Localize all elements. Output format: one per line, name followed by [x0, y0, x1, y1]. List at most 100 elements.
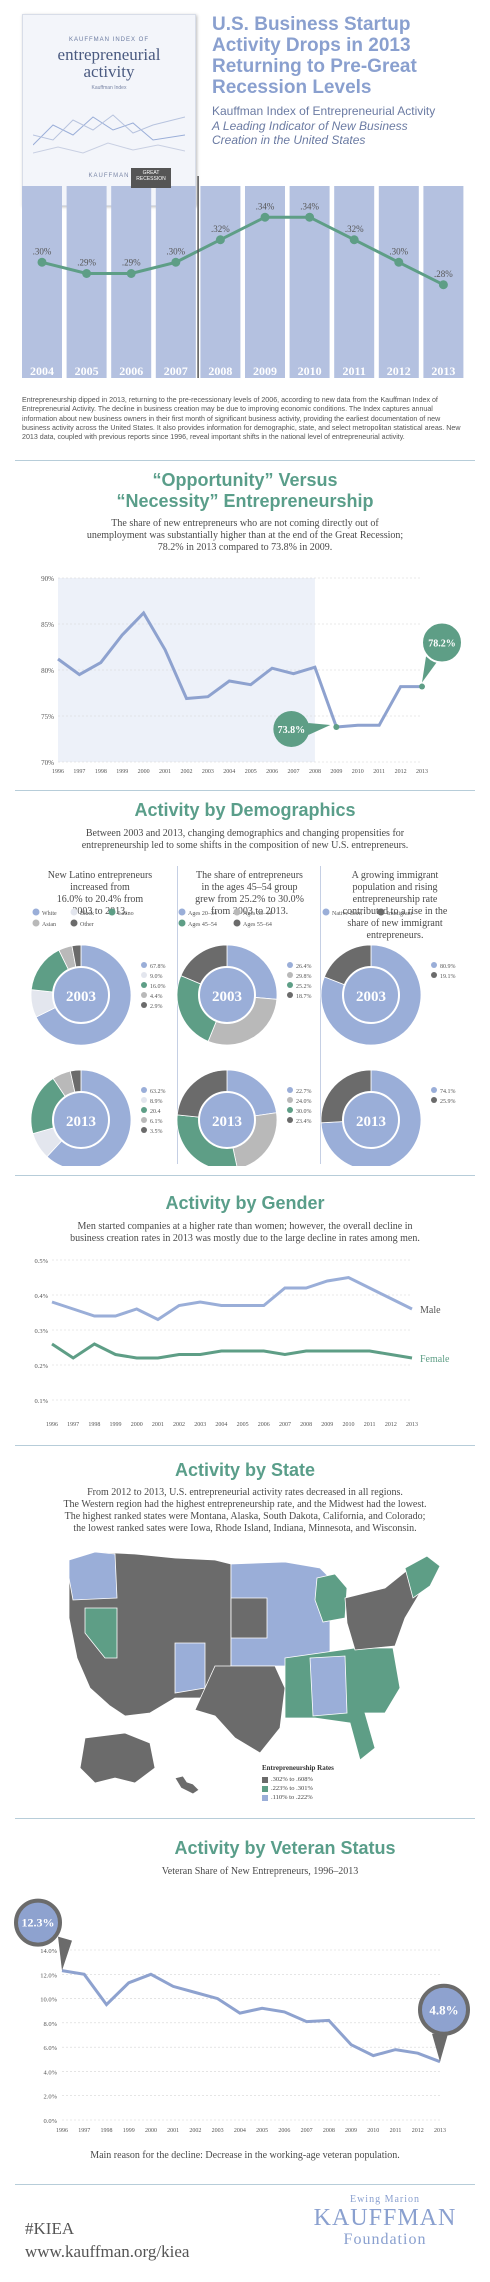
bar-year-label: 2007 — [164, 364, 188, 378]
hashtag[interactable]: #KIEA — [25, 2219, 75, 2238]
high-callout-label: 12.3% — [22, 1916, 55, 1930]
legend-label: Other — [80, 922, 94, 928]
cover-lines-graphic — [33, 114, 185, 154]
rate-point — [305, 212, 315, 222]
pie-value-label: 30.0% — [296, 1109, 312, 1115]
bar-year-label: 2013 — [431, 364, 455, 378]
section-divider — [15, 1445, 475, 1446]
low-callout-tail — [432, 2033, 448, 2062]
map-nm — [174, 1642, 206, 1694]
x-tick-label: 1999 — [116, 769, 128, 775]
rate-label: .32% — [211, 224, 230, 234]
rate-point — [215, 235, 225, 245]
pie-value-label: 22.7% — [296, 1089, 312, 1095]
title-line: U.S. Business Startup — [212, 14, 411, 35]
title-line: Activity Drops in 2013 — [212, 35, 411, 56]
legend-swatch — [70, 908, 78, 916]
gender-title: Activity by Gender — [165, 1193, 325, 1213]
us-state-map — [68, 1551, 441, 1795]
x-tick-label: 2012 — [395, 769, 407, 775]
pie-value-swatch — [141, 982, 147, 988]
state-text-line: the lowest ranked sates were Iowa, Rhode… — [73, 1523, 417, 1534]
pie-center — [52, 1091, 110, 1149]
pie-value-label: 16.0% — [150, 984, 166, 990]
x-tick-label: 2004 — [223, 769, 235, 775]
rate-label: .30% — [389, 246, 408, 256]
pie-value-swatch — [287, 1097, 293, 1103]
pie-value-swatch — [287, 1087, 293, 1093]
bar-year-label: 2010 — [298, 364, 322, 378]
y-tick-label: 70% — [41, 759, 54, 767]
map-nv — [84, 1607, 118, 1659]
rate-point — [438, 280, 448, 290]
race-text: New Latino entrepreneurs increased from … — [35, 870, 165, 918]
x-tick-label: 1998 — [100, 2128, 112, 2134]
pie-value-label: 3.5% — [150, 1129, 163, 1135]
pie-value-label: 24.0% — [296, 1099, 312, 1105]
map-legend-items: .302% to .608% .223% to .301% .110% to .22… — [262, 1775, 412, 1802]
pie-year-label: 2013 — [212, 1114, 242, 1130]
y-tick-label: 85% — [41, 621, 54, 629]
demographics-column-divider — [320, 866, 321, 1164]
pie-value-label: 8.9% — [150, 1099, 163, 1105]
pie-value-swatch — [141, 1127, 147, 1133]
series-label: Female — [420, 1354, 450, 1365]
nativity-text-line: contributed to a rise in the — [342, 906, 448, 917]
race-text-line: 16.0% to 20.4% from — [56, 894, 144, 905]
pie-year-label: 2003 — [66, 989, 96, 1005]
pie-value-label: 74.1% — [440, 1089, 456, 1095]
map-legend-swatch — [262, 1794, 268, 1801]
high-callout-tail — [58, 1936, 72, 1971]
high-point — [419, 683, 425, 690]
y-tick-label: 0.0% — [43, 2118, 57, 2125]
pie-value-swatch — [287, 992, 293, 998]
veteran-title: Activity by Veteran Status — [174, 1838, 396, 1858]
pie-value-label: 80.9% — [440, 964, 456, 970]
x-tick-label: 2011 — [390, 2128, 402, 2134]
y-tick-label: 75% — [41, 713, 54, 721]
x-tick-label: 2007 — [288, 769, 300, 775]
pie-value-swatch — [287, 1107, 293, 1113]
x-tick-label: 2009 — [321, 1422, 333, 1428]
x-tick-label: 2013 — [434, 2128, 446, 2134]
intro-text: Entrepreneurship dipped in 2013, returni… — [22, 396, 461, 442]
bar — [66, 186, 107, 378]
x-tick-label: 2008 — [300, 1422, 312, 1428]
recession-flag-text: GREAT RECESSION — [136, 170, 166, 182]
nativity-text: A growing immigrant population and risin… — [325, 870, 465, 942]
x-tick-label: 2007 — [279, 1422, 291, 1428]
x-tick-label: 2010 — [367, 2128, 379, 2134]
series-label: Male — [420, 1305, 441, 1316]
map-south-mid — [309, 1655, 348, 1717]
footer-url[interactable]: www.kauffman.org/kiea — [25, 2242, 190, 2261]
pie-value-swatch — [141, 972, 147, 978]
low-callout-tail — [308, 723, 331, 736]
pie-year-label: 2013 — [66, 1114, 96, 1130]
pie-value-swatch — [431, 962, 437, 968]
map-hawaii — [174, 1775, 200, 1795]
x-tick-label: 2006 — [258, 1422, 270, 1428]
nativity-text-line: population and rising — [352, 882, 438, 893]
bar-year-label: 2011 — [343, 364, 366, 378]
series-line — [51, 1275, 413, 1322]
map-legend-swatch — [262, 1785, 268, 1792]
pie-value-swatch — [141, 1087, 147, 1093]
pie-year-label: 2013 — [356, 1114, 386, 1130]
map-legend-title: Entrepreneurship Rates — [262, 1764, 334, 1772]
map-legend-swatch — [262, 1776, 268, 1783]
x-tick-label: 2013 — [416, 769, 428, 775]
opportunity-title: “Opportunity” Versus “Necessity” Entrepr… — [0, 470, 490, 512]
map-legend-label: .110% to .222% — [271, 1794, 313, 1801]
legend-swatch — [32, 919, 40, 927]
section-divider — [15, 790, 475, 791]
section-divider — [15, 1175, 475, 1176]
race-text-line: increased from — [70, 882, 130, 893]
legend-label: Ages 45–54 — [188, 922, 217, 928]
pie-value-swatch — [431, 1097, 437, 1103]
demographics-title: Activity by Demographics — [134, 800, 356, 820]
title-line: Returning to Pre-Great — [212, 56, 417, 77]
legend-label: Native-Born — [332, 911, 362, 917]
y-tick-label: 0.2% — [34, 1363, 48, 1370]
map-legend-row: .110% to .222% — [262, 1793, 412, 1802]
section-divider — [15, 460, 475, 461]
